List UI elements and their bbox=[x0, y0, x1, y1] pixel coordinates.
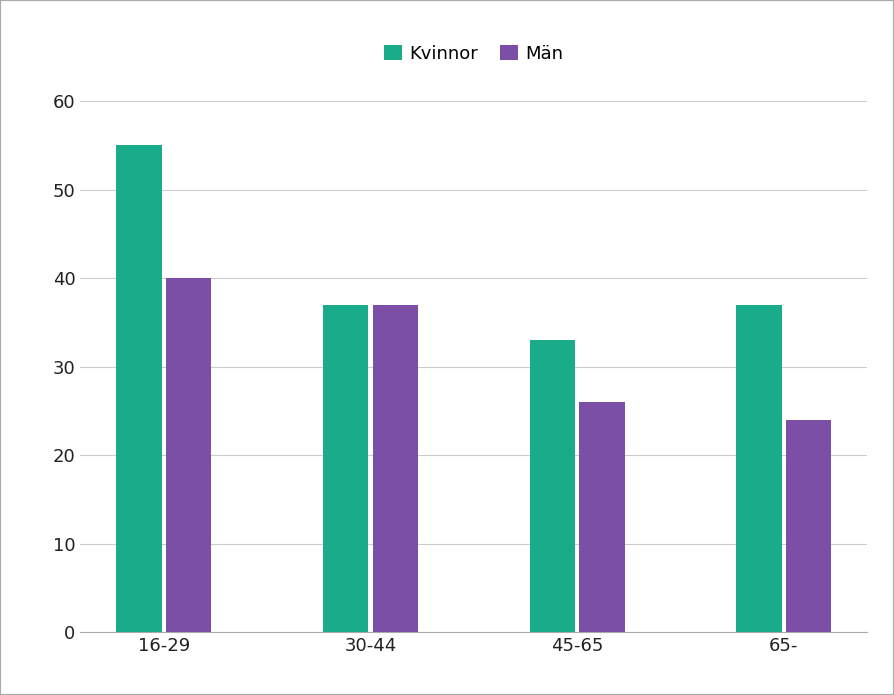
Bar bbox=[529, 341, 575, 632]
Bar bbox=[116, 145, 162, 632]
Bar bbox=[579, 402, 625, 632]
Bar bbox=[786, 420, 831, 632]
Bar bbox=[323, 305, 368, 632]
Bar bbox=[737, 305, 782, 632]
Bar bbox=[373, 305, 418, 632]
Bar bbox=[165, 278, 211, 632]
Legend: Kvinnor, Män: Kvinnor, Män bbox=[377, 38, 570, 70]
